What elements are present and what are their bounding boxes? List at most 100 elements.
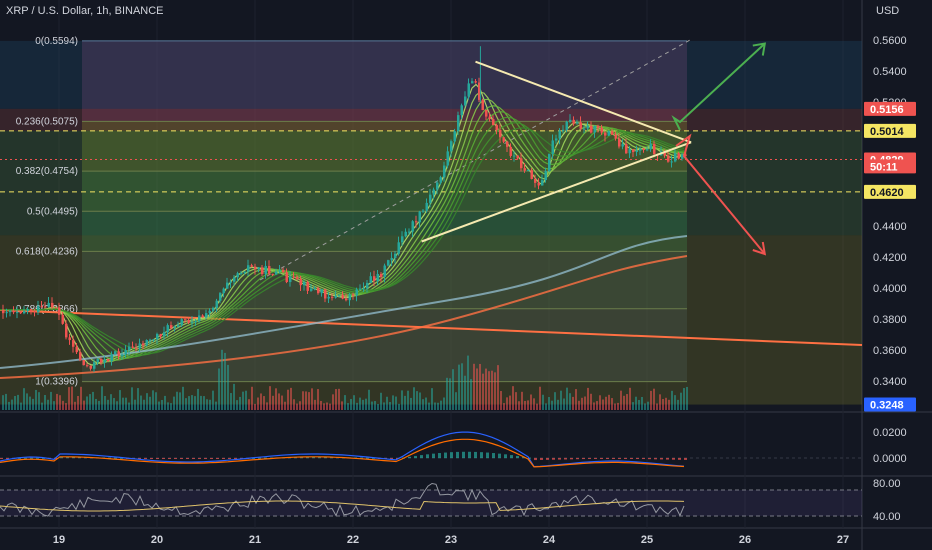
candle-body — [488, 116, 491, 120]
candle-body — [180, 319, 183, 326]
macd-histogram-bar — [552, 458, 555, 460]
macd-histogram-bar — [456, 451, 459, 458]
volume-bar — [494, 372, 496, 410]
volume-bar — [632, 402, 634, 410]
volume-bar — [203, 396, 205, 410]
macd-tick-label: 0.0000 — [873, 453, 907, 465]
macd-histogram-bar — [480, 452, 483, 458]
volume-bar — [125, 397, 127, 410]
volume-bar — [134, 399, 136, 410]
candle-body — [607, 131, 610, 136]
ema-ribbon-line — [0, 122, 685, 356]
price-tick-label: 0.3600 — [873, 345, 907, 357]
volume-bar — [20, 402, 22, 410]
volume-bar — [224, 352, 226, 410]
fib-band — [82, 211, 687, 252]
candle-body — [142, 343, 145, 346]
price-tick-label: 0.4400 — [873, 221, 907, 233]
candle-body — [383, 265, 386, 277]
currency-label: USD — [876, 5, 900, 17]
volume-bar — [557, 399, 559, 410]
candle-body — [408, 231, 411, 233]
macd-histogram-bar — [144, 458, 147, 459]
price-marker-label: 50:11 — [870, 161, 898, 173]
candle-body — [226, 282, 229, 289]
volume-bar — [476, 368, 478, 410]
volume-bar — [473, 363, 475, 410]
rsi-tick-label: 40.00 — [873, 511, 901, 523]
candle-body — [33, 311, 36, 313]
macd-histogram-bar — [156, 458, 159, 459]
macd-histogram-bar — [300, 457, 303, 459]
volume-bar — [599, 395, 601, 410]
candle-body — [590, 125, 593, 133]
candle-body — [103, 359, 106, 363]
volume-bar — [8, 401, 10, 410]
macd-histogram-bar — [180, 458, 183, 459]
macd-histogram-bar — [432, 453, 435, 458]
macd-histogram-bar — [546, 458, 549, 460]
macd-histogram-bar — [228, 458, 231, 459]
candle-body — [667, 155, 670, 162]
candle-body — [121, 354, 124, 357]
macd-histogram-bar — [72, 457, 75, 459]
volume-bar — [41, 402, 43, 410]
time-tick-label: 21 — [249, 534, 261, 546]
volume-bar — [236, 400, 238, 410]
candle-body — [621, 144, 624, 147]
macd-histogram-bar — [492, 453, 495, 458]
candle-body — [317, 288, 320, 294]
volume-bar — [227, 364, 229, 410]
volume-bar — [53, 401, 55, 410]
volume-bar — [338, 388, 340, 410]
candle-body — [439, 177, 442, 183]
volume-bar — [401, 390, 403, 410]
macd-histogram-bar — [612, 458, 615, 459]
volume-bar — [398, 403, 400, 410]
candle-body — [191, 321, 194, 323]
candle-body — [128, 346, 131, 351]
candle-body — [12, 310, 15, 313]
macd-histogram-bar — [576, 458, 579, 460]
fib-trend-line — [259, 39, 691, 281]
volume-bar — [614, 403, 616, 410]
arrow-head-up — [752, 42, 767, 56]
candle-body — [306, 281, 309, 291]
volume-bar — [497, 365, 499, 410]
time-tick-label: 25 — [641, 534, 653, 546]
volume-bar — [683, 388, 685, 410]
time-tick-label: 20 — [151, 534, 163, 546]
candle-body — [51, 302, 54, 308]
time-tick-label: 23 — [445, 534, 457, 546]
volume-bar — [320, 400, 322, 410]
volume-bar — [326, 402, 328, 410]
candle-body — [684, 154, 687, 156]
candle-body — [586, 125, 589, 129]
macd-histogram-bar — [360, 457, 363, 459]
volume-bar — [161, 399, 163, 410]
volume-bar — [527, 400, 529, 410]
candle-body — [16, 311, 19, 313]
arrow-head-down — [752, 241, 767, 256]
candle-body — [530, 170, 533, 180]
volume-bar — [104, 395, 106, 410]
candle-body — [124, 350, 127, 355]
candle-body — [429, 194, 432, 203]
volume-bar — [335, 389, 337, 410]
volume-bar — [428, 402, 430, 410]
candle-body — [569, 119, 572, 122]
candle-body — [502, 137, 505, 142]
macd-histogram-bar — [426, 454, 429, 458]
price-marker — [864, 101, 916, 116]
candle-body — [394, 253, 397, 258]
macd-histogram-bar — [408, 456, 411, 458]
price-marker — [864, 184, 916, 199]
volume-bar — [365, 398, 367, 410]
volume-bar — [332, 394, 334, 410]
candle-body — [618, 138, 621, 147]
volume-bar — [662, 398, 664, 410]
candle-body — [82, 360, 85, 366]
volume-bar — [308, 392, 310, 410]
candle-body — [19, 311, 22, 314]
